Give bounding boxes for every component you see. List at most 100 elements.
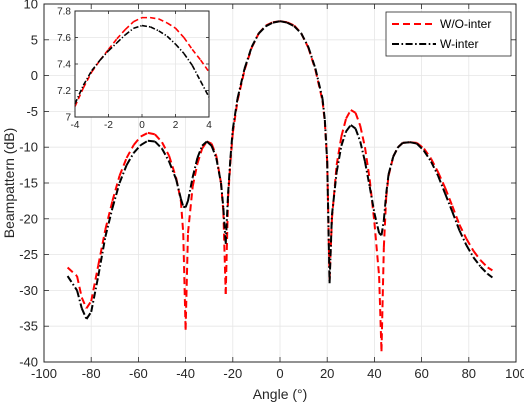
series-w-o-inter-segment	[161, 141, 170, 157]
series-w-o-inter-segment	[132, 135, 142, 146]
series-w-o-inter-segment	[378, 276, 383, 352]
x-tick-label: 0	[276, 366, 283, 381]
series-w-o-inter-segment	[80, 297, 88, 309]
y-tick-label: -15	[19, 176, 38, 191]
inset-series-w-inter-segment	[107, 42, 118, 52]
inset-series-w-o-inter-segment	[124, 21, 135, 31]
inset-x-tick-label: -4	[71, 120, 80, 131]
legend-box	[385, 11, 512, 57]
series-w-o-inter-segment	[465, 238, 475, 252]
series-w-o-inter-segment	[368, 179, 376, 223]
series-w-inter-segment	[279, 20, 288, 24]
series-w-o-inter-segment	[184, 233, 189, 330]
series-w-o-inter-segment	[76, 275, 83, 298]
series-w-inter-segment	[487, 273, 494, 279]
series-w-o-inter-segment	[118, 157, 128, 177]
series-w-o-inter-segment	[90, 265, 100, 302]
series-w-o-inter-segment	[423, 148, 432, 160]
series-w-o-inter-segment	[335, 136, 343, 166]
series-w-inter-segment	[423, 150, 432, 163]
series-w-inter-segment	[328, 215, 333, 284]
series-w-o-inter-segment	[97, 229, 107, 266]
inset-series-w-inter-segment	[141, 24, 151, 28]
series-w-inter-segment	[250, 32, 260, 48]
series-w-inter-segment	[125, 152, 135, 166]
inset-series-w-o-inter-segment	[199, 59, 210, 73]
series-w-inter-segment	[354, 128, 362, 142]
inset-x-tick-label: -2	[104, 120, 113, 131]
series-w-o-inter-segment	[479, 259, 489, 269]
series-w-o-inter-segment	[201, 140, 208, 150]
inset-x-tick-label: 4	[206, 120, 212, 131]
series-w-o-inter-segment	[85, 300, 93, 309]
series-w-inter-segment	[66, 275, 78, 291]
inset-series-w-o-inter-segment	[133, 16, 143, 23]
series-w-inter-segment	[382, 193, 388, 221]
series-w-inter-segment	[191, 157, 199, 178]
y-tick-label: 10	[24, 0, 38, 12]
inset-y-tick-label: 7.8	[57, 7, 71, 18]
series-w-inter-segment	[430, 161, 440, 177]
series-w-o-inter-segment	[345, 109, 352, 120]
series-w-inter-segment	[458, 229, 468, 246]
series-w-o-inter-segment	[363, 147, 371, 180]
series-w-inter-segment	[300, 32, 310, 48]
series-w-inter-segment	[350, 124, 357, 130]
series-w-inter-segment	[387, 156, 395, 175]
series-w-inter-segment	[392, 146, 399, 157]
series-w-inter-segment	[111, 182, 121, 209]
series-w-inter-segment	[80, 307, 88, 320]
series-w-inter-segment	[201, 140, 208, 147]
inset-ticks: -4 -2 0 2 4 7 7.2 7.4 7.6 7.8	[57, 7, 212, 132]
inset-x-tick-label: 0	[139, 120, 145, 131]
inset-series-w-o-inter-segment	[166, 22, 176, 29]
inset-series-w-inter-segment	[82, 70, 93, 86]
series-w-inter-segment	[186, 177, 194, 202]
series-w-inter-segment	[140, 139, 149, 146]
series-w-inter-segment	[286, 21, 295, 28]
legend: W/O-inter W-inter	[385, 11, 512, 57]
inset-series-w-o-inter-segment	[107, 38, 118, 50]
series-w-o-inter-segment	[104, 200, 114, 230]
series-w-inter-segment	[182, 205, 186, 209]
inset-series-w-inter-segment	[150, 26, 160, 32]
inset-series-w-o-inter-segment	[150, 16, 159, 20]
inset-series-w-inter	[74, 24, 210, 105]
series-w-inter-segment	[236, 68, 246, 99]
x-tick-label: -20	[223, 366, 242, 381]
series-w-inter-segment	[385, 174, 390, 194]
x-axis-label: Angle (°)	[253, 386, 308, 402]
series-w-inter-segment	[97, 236, 107, 277]
series-w-o-inter-segment	[350, 109, 357, 114]
series-w-inter-segment	[265, 21, 274, 28]
series-w-inter-segment	[224, 193, 230, 244]
series-w-inter-segment	[118, 164, 128, 184]
series-w-o-inter-segment	[458, 224, 468, 240]
series-w-inter-segment	[243, 46, 253, 69]
y-tick-label: -30	[19, 283, 38, 298]
series-w-o-inter-segment	[328, 218, 333, 280]
series-w-inter-segment	[368, 186, 376, 214]
series-w-inter-segment	[402, 141, 410, 144]
series-w-o-inter-segment	[430, 158, 440, 173]
x-tick-label: -80	[82, 366, 101, 381]
inset-series-w-inter-segment	[124, 27, 135, 36]
series-w-o-inter-segment	[154, 133, 163, 143]
inset-series-w-inter-segment	[74, 84, 85, 105]
x-tick-label: 80	[462, 366, 476, 381]
y-tick-label: 5	[31, 32, 38, 47]
series-w-inter-segment	[437, 175, 447, 195]
series-w-inter-segment	[179, 198, 185, 207]
series-w-inter-segment	[397, 142, 404, 148]
series-w-inter-segment	[104, 207, 114, 237]
series-w-inter-segment	[314, 68, 324, 99]
inset-series-group	[74, 16, 210, 107]
inset-series-w-o-inter-segment	[174, 27, 185, 39]
series-w-inter-segment	[76, 290, 83, 309]
series-w-o-inter-segment	[382, 197, 388, 248]
y-tick-label: -35	[19, 319, 38, 334]
x-tick-label: -60	[129, 366, 148, 381]
inset-series-w-o-inter-segment	[191, 48, 202, 61]
series-w-o-inter-segment	[487, 266, 493, 272]
